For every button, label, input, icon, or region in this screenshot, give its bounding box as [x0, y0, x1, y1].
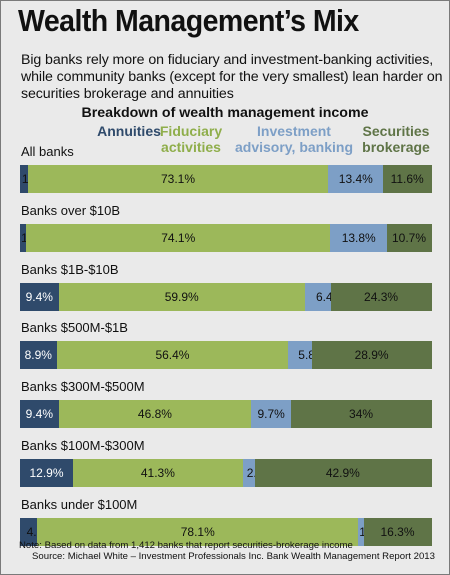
bar-banks-500m-1b: 8.9%56.4%5.8%28.9%	[20, 341, 432, 369]
bar-segment-annuities	[20, 518, 38, 546]
bar-segment-fiduciary-activities	[27, 165, 329, 193]
bar-segment-investment-advisory-banking	[288, 341, 313, 369]
bar-all-banks: 1.9%73.1%13.4%11.6%	[20, 165, 432, 193]
data-label: 8.9%	[24, 348, 52, 362]
data-label: 16.3%	[380, 525, 415, 539]
bar-segment-securities-brokerage	[254, 459, 432, 487]
data-label: 28.9%	[354, 348, 389, 362]
group-label-banks-100m-300m: Banks $100M-$300M	[21, 438, 145, 453]
breakdown-title: Breakdown of wealth management income	[81, 105, 369, 121]
bar-segment-investment-advisory-banking	[328, 165, 384, 193]
data-label: 11.6%	[390, 172, 424, 186]
data-label: 73.1%	[161, 172, 196, 186]
data-label: 13.8%	[341, 231, 376, 245]
data-label: 24.3%	[364, 290, 399, 304]
chart-note: Note: Based on data from 1,412 banks tha…	[19, 540, 353, 551]
data-label: 10.7%	[392, 231, 427, 245]
bar-banks-100m-300m: 12.9%41.3%2.9%42.9%	[20, 459, 432, 487]
bar-segment-securities-brokerage	[291, 400, 432, 428]
data-label: 12.9%	[29, 466, 64, 480]
bar-segment-fiduciary-activities	[56, 341, 289, 369]
bar-segment-fiduciary-activities	[37, 518, 359, 546]
data-label: 9.7%	[257, 407, 285, 421]
bar-segment-investment-advisory-banking	[330, 224, 388, 252]
bar-segment-securities-brokerage	[312, 341, 432, 369]
bar-segment-securities-brokerage	[331, 283, 432, 311]
data-label: 13.4%	[338, 172, 373, 186]
bar-segment-investment-advisory-banking	[358, 518, 365, 546]
bar-segment-fiduciary-activities	[26, 224, 331, 252]
chart-source: Source: Michael White – Investment Profe…	[32, 551, 435, 562]
data-label: 56.4%	[155, 348, 190, 362]
data-label: 59.9%	[164, 290, 199, 304]
group-label-banks-over-10b: Banks over $10B	[21, 203, 121, 218]
data-label: 9.4%	[25, 407, 54, 421]
bar-segment-annuities	[20, 459, 74, 487]
data-label: 41.3%	[140, 466, 175, 480]
bar-banks-300m-500m: 9.4% 46.8% 9.7% 34%	[20, 400, 432, 428]
bar-segment-annuities	[20, 165, 29, 193]
bar-segment-fiduciary-activities	[58, 283, 306, 311]
bar-segment-investment-advisory-banking	[304, 283, 332, 311]
chart-subtitle: Big banks rely more on fiduciary and inv…	[21, 52, 443, 102]
bar-banks-1b-10b: 9.4% 59.9% 6.4% 24.3%	[20, 283, 432, 311]
data-label: 34%	[349, 407, 374, 421]
bar-banks-over-10b: 1.5%74.1%13.8%10.7%	[20, 224, 432, 252]
bar-segment-annuities	[20, 400, 60, 428]
bar-segment-fiduciary-activities	[58, 400, 252, 428]
bar-segment-annuities	[20, 341, 58, 369]
data-label: 74.1%	[161, 231, 196, 245]
bar-segment-securities-brokerage	[383, 165, 432, 193]
bar-segment-annuities	[20, 224, 27, 252]
bar-segment-investment-advisory-banking	[242, 459, 256, 487]
legend-investment-advisory-banking: Investment advisory, banking	[235, 123, 353, 155]
bar-segment-securities-brokerage	[364, 518, 432, 546]
data-label: 9.4%	[25, 290, 53, 304]
bar-segment-securities-brokerage	[387, 224, 432, 252]
group-label-banks-300m-500m: Banks $300M-$500M	[21, 379, 145, 394]
bar-segment-annuities	[20, 283, 60, 311]
legend-securities-brokerage: Securities brokerage	[362, 123, 430, 155]
data-label: 42.9%	[325, 466, 360, 480]
chart-title: Wealth Management’s Mix	[18, 3, 359, 38]
group-label-all-banks: All banks	[21, 144, 74, 159]
bar-banks-under-100m: 4.2%78.1%1.4%16.3%	[20, 518, 432, 546]
group-label-banks-1b-10b: Banks $1B-$10B	[21, 262, 119, 277]
data-label: 46.8%	[137, 407, 172, 421]
bar-segment-investment-advisory-banking	[251, 400, 292, 428]
legend-fiduciary-activities: Fiduciary activities	[159, 123, 223, 155]
bar-segment-fiduciary-activities	[73, 459, 244, 487]
group-label-banks-under-100m: Banks under $100M	[21, 497, 138, 512]
group-label-banks-500m-1b: Banks $500M-$1B	[21, 320, 128, 335]
legend-annuities: Annuities	[97, 123, 161, 139]
data-label: 78.1%	[180, 525, 215, 539]
